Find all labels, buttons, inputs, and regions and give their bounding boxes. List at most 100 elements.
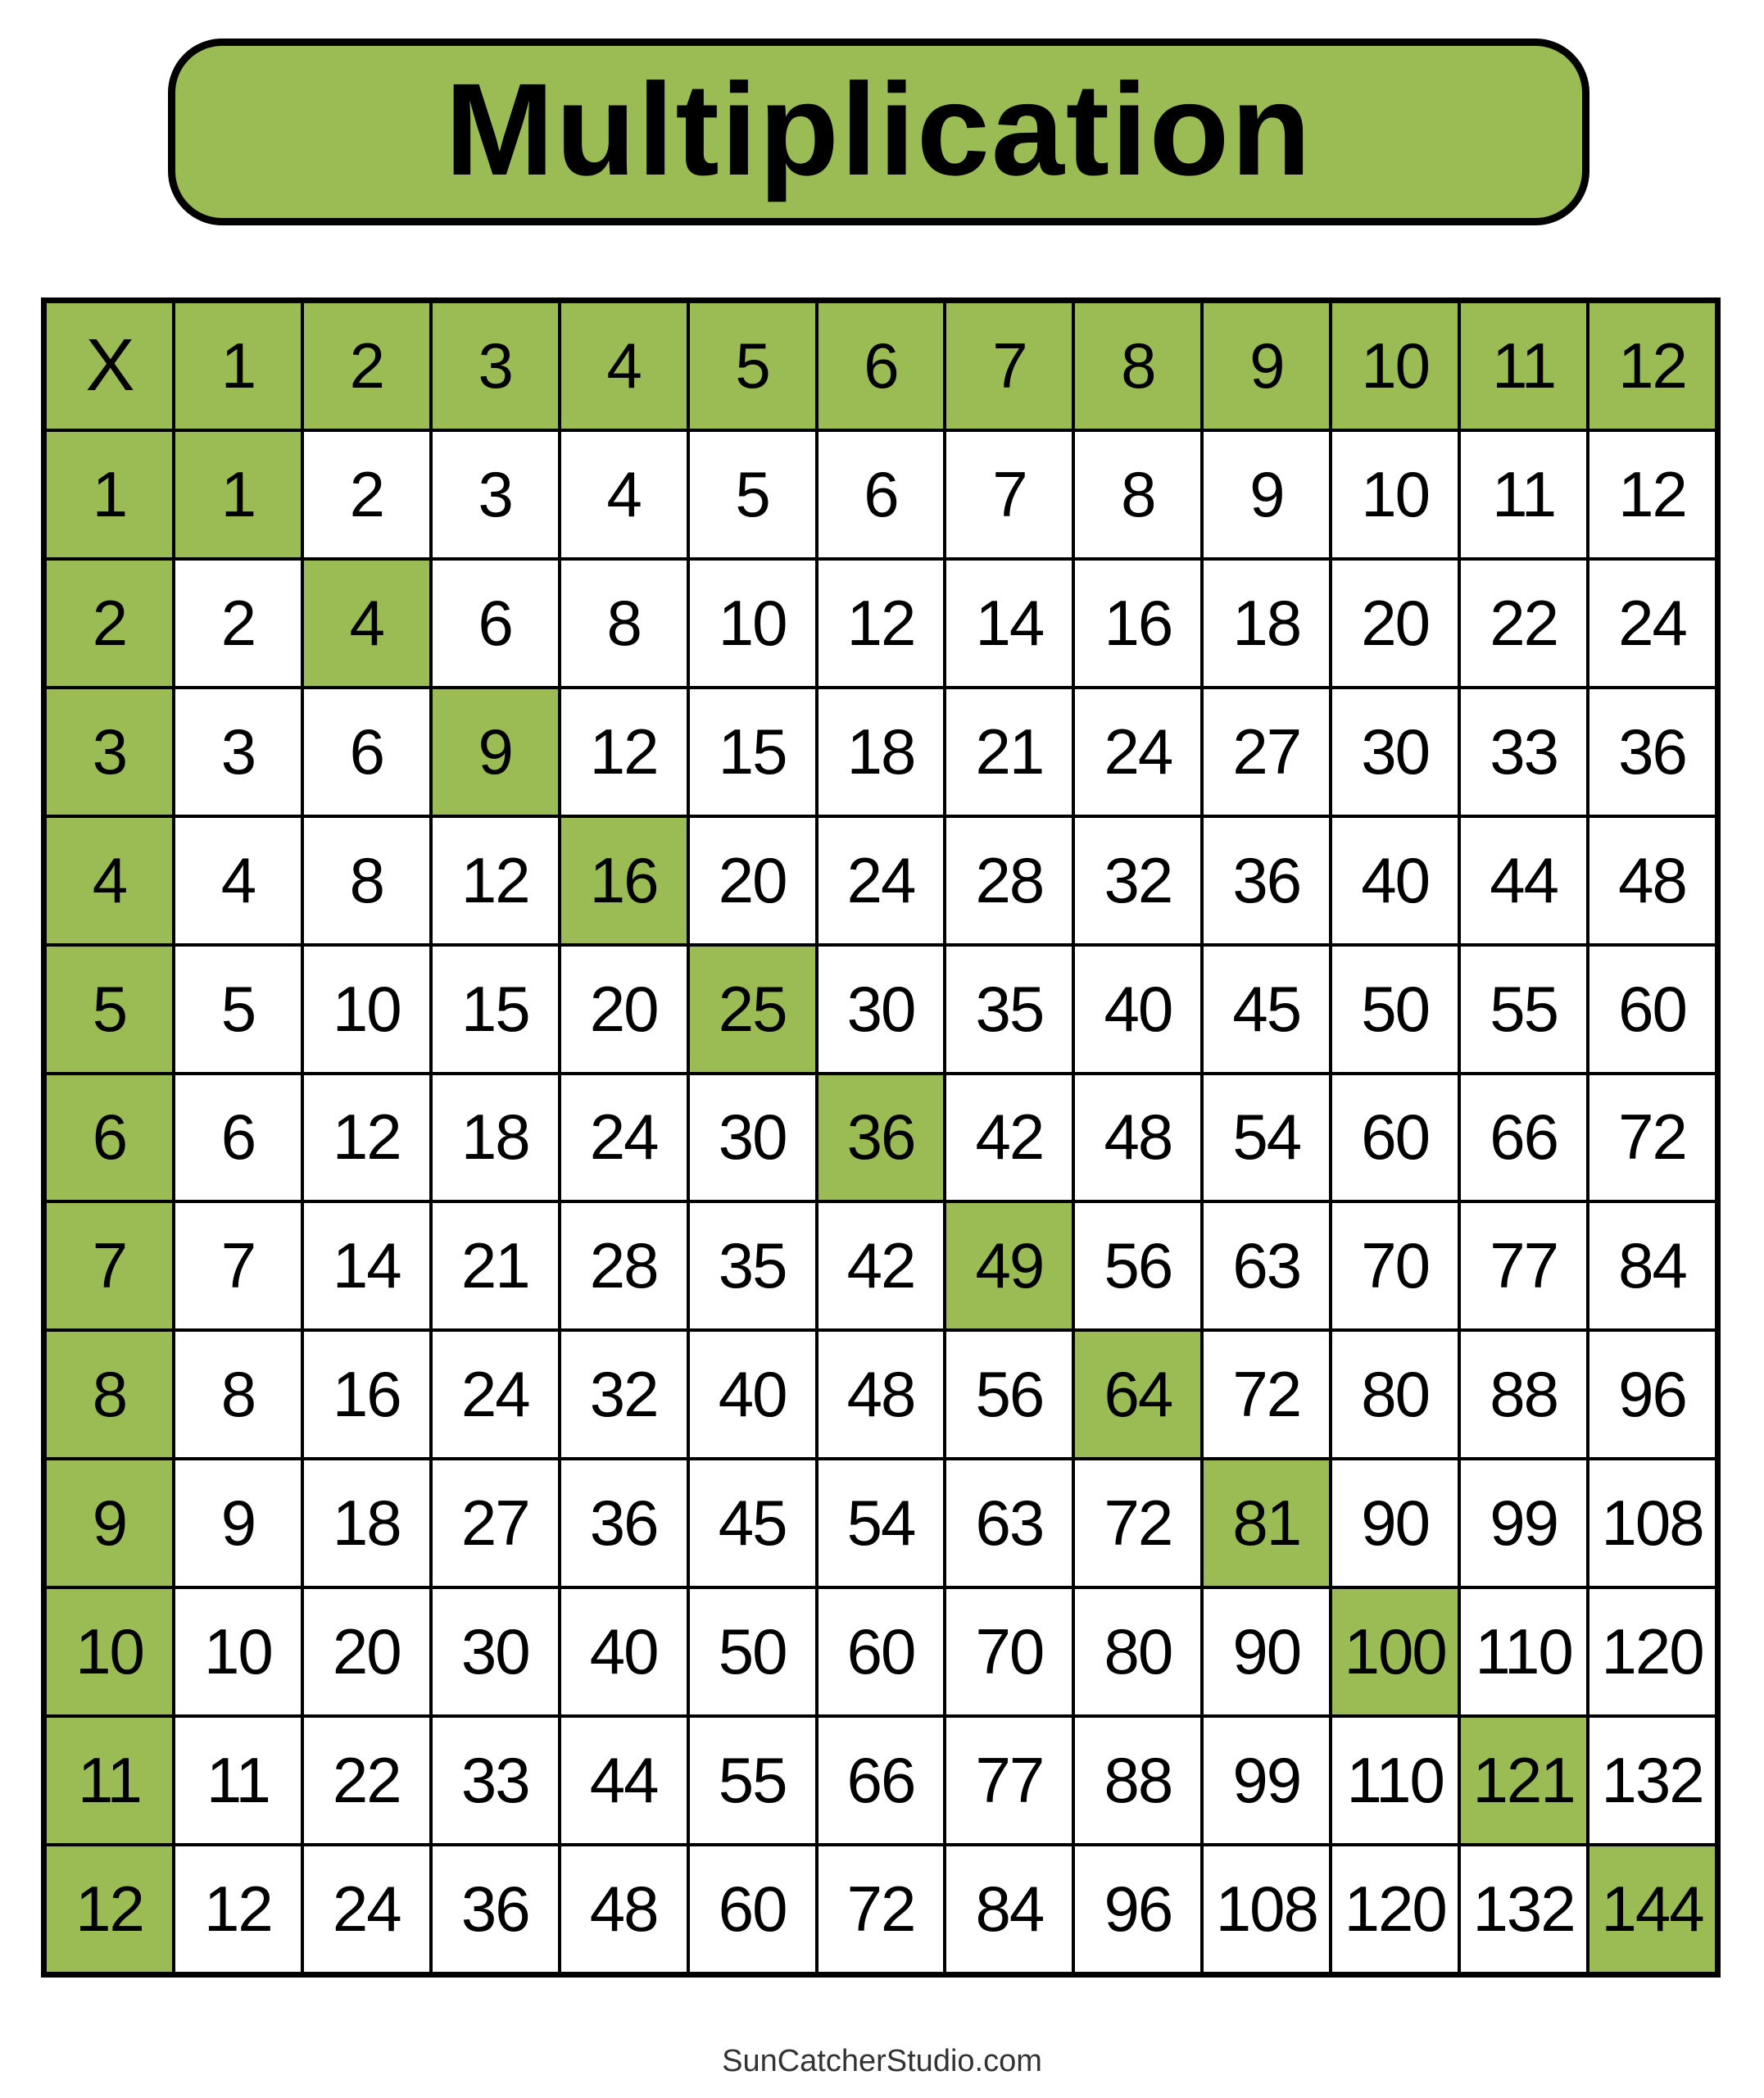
footer-credit: SunCatcherStudio.com: [722, 2044, 1042, 2078]
product-cell: 63: [946, 1460, 1072, 1587]
row-header: 1: [47, 431, 172, 557]
product-cell: 50: [689, 1589, 815, 1715]
product-cell: 63: [1204, 1203, 1330, 1329]
row-header: 4: [47, 817, 172, 943]
product-cell: 55: [689, 1718, 815, 1844]
row-header: 8: [47, 1332, 172, 1458]
product-cell: 72: [818, 1846, 944, 1972]
square-cell: 16: [560, 817, 687, 943]
product-cell: 99: [1204, 1718, 1330, 1844]
square-cell: 81: [1204, 1460, 1330, 1587]
row-header: 5: [47, 946, 172, 1072]
square-cell: 25: [689, 946, 815, 1072]
product-cell: 11: [175, 1718, 301, 1844]
product-cell: 54: [1204, 1074, 1330, 1201]
product-cell: 14: [303, 1203, 429, 1329]
product-cell: 66: [1461, 1074, 1587, 1201]
product-cell: 5: [175, 946, 301, 1072]
product-cell: 44: [1461, 817, 1587, 943]
product-cell: 108: [1204, 1846, 1330, 1972]
column-header: 6: [818, 303, 944, 429]
product-cell: 50: [1332, 946, 1458, 1072]
column-header: 8: [1075, 303, 1201, 429]
product-cell: 30: [432, 1589, 558, 1715]
product-cell: 40: [560, 1589, 687, 1715]
square-cell: 1: [175, 431, 301, 557]
product-cell: 77: [946, 1718, 1072, 1844]
product-cell: 12: [818, 560, 944, 686]
product-cell: 30: [818, 946, 944, 1072]
square-cell: 9: [432, 688, 558, 815]
product-cell: 88: [1461, 1332, 1587, 1458]
product-cell: 24: [1589, 560, 1715, 686]
product-cell: 18: [432, 1074, 558, 1201]
product-cell: 56: [1075, 1203, 1201, 1329]
column-header: 9: [1204, 303, 1330, 429]
product-cell: 7: [946, 431, 1072, 557]
page-title: Multiplication: [444, 56, 1313, 202]
product-cell: 35: [689, 1203, 815, 1329]
product-cell: 8: [1075, 431, 1201, 557]
product-cell: 28: [946, 817, 1072, 943]
product-cell: 21: [432, 1203, 558, 1329]
product-cell: 8: [560, 560, 687, 686]
product-cell: 15: [689, 688, 815, 815]
product-cell: 16: [303, 1332, 429, 1458]
product-cell: 32: [560, 1332, 687, 1458]
product-cell: 40: [1332, 817, 1458, 943]
product-cell: 30: [1332, 688, 1458, 815]
product-cell: 48: [1589, 817, 1715, 943]
column-header: 10: [1332, 303, 1458, 429]
product-cell: 4: [560, 431, 687, 557]
product-cell: 110: [1461, 1589, 1587, 1715]
product-cell: 2: [175, 560, 301, 686]
product-cell: 48: [560, 1846, 687, 1972]
product-cell: 6: [432, 560, 558, 686]
product-cell: 6: [175, 1074, 301, 1201]
product-cell: 72: [1589, 1074, 1715, 1201]
product-cell: 60: [689, 1846, 815, 1972]
row-header: 7: [47, 1203, 172, 1329]
product-cell: 10: [1332, 431, 1458, 557]
product-cell: 2: [303, 431, 429, 557]
product-cell: 36: [1204, 817, 1330, 943]
row-header: 10: [47, 1589, 172, 1715]
square-cell: 64: [1075, 1332, 1201, 1458]
column-header: 2: [303, 303, 429, 429]
product-cell: 24: [818, 817, 944, 943]
row-header: 9: [47, 1460, 172, 1587]
product-cell: 72: [1204, 1332, 1330, 1458]
product-cell: 42: [818, 1203, 944, 1329]
product-cell: 72: [1075, 1460, 1201, 1587]
product-cell: 15: [432, 946, 558, 1072]
product-cell: 6: [303, 688, 429, 815]
row-header: 11: [47, 1718, 172, 1844]
product-cell: 36: [432, 1846, 558, 1972]
product-cell: 20: [689, 817, 815, 943]
product-cell: 110: [1332, 1718, 1458, 1844]
square-cell: 121: [1461, 1718, 1587, 1844]
product-cell: 3: [432, 431, 558, 557]
product-cell: 7: [175, 1203, 301, 1329]
product-cell: 27: [432, 1460, 558, 1587]
product-cell: 9: [1204, 431, 1330, 557]
product-cell: 99: [1461, 1460, 1587, 1587]
column-header: 1: [175, 303, 301, 429]
product-cell: 9: [175, 1460, 301, 1587]
corner-cell: X: [47, 303, 172, 429]
product-cell: 96: [1589, 1332, 1715, 1458]
column-header: 4: [560, 303, 687, 429]
square-cell: 144: [1589, 1846, 1715, 1972]
product-cell: 60: [1589, 946, 1715, 1072]
square-cell: 100: [1332, 1589, 1458, 1715]
product-cell: 10: [175, 1589, 301, 1715]
product-cell: 88: [1075, 1718, 1201, 1844]
product-cell: 90: [1204, 1589, 1330, 1715]
product-cell: 4: [175, 817, 301, 943]
product-cell: 54: [818, 1460, 944, 1587]
product-cell: 18: [818, 688, 944, 815]
product-cell: 5: [689, 431, 815, 557]
product-cell: 44: [560, 1718, 687, 1844]
product-cell: 108: [1589, 1460, 1715, 1587]
product-cell: 80: [1332, 1332, 1458, 1458]
